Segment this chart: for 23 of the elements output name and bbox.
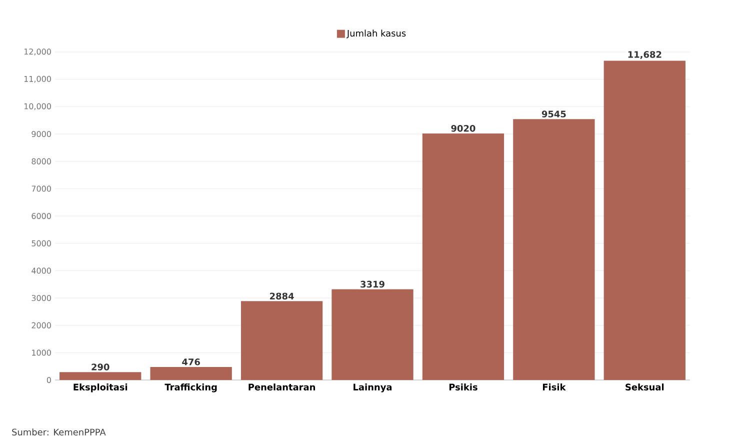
text: Sumber: KemenPPPA: [12, 428, 106, 436]
bar: [332, 289, 414, 380]
data-label: 9545: [542, 110, 566, 118]
x-tick-label: Penelantaran: [248, 384, 316, 390]
x-tick-label: Trafficking: [164, 384, 217, 392]
data-label: 3319: [360, 280, 384, 288]
x-tick-label: Seksual: [626, 384, 664, 390]
x-tick-label: Lainnya: [354, 384, 392, 392]
x-tick-label: Eksploitasi: [74, 384, 128, 392]
data-label: 290: [92, 364, 110, 370]
legend-label: Jumlah kasus: [346, 30, 406, 38]
bar: [422, 133, 504, 380]
bar: [240, 301, 323, 380]
x-tick-label: Fisik: [542, 384, 566, 390]
bar: [604, 60, 686, 380]
data-label: 476: [182, 358, 200, 366]
bar: [513, 119, 595, 380]
data-label: 2884: [270, 292, 294, 300]
bar: [150, 366, 232, 380]
x-tick-label: Psikis: [449, 384, 478, 390]
data-label: 9020: [451, 124, 476, 132]
bar: [60, 372, 142, 380]
data-label: 11,682: [628, 51, 662, 59]
